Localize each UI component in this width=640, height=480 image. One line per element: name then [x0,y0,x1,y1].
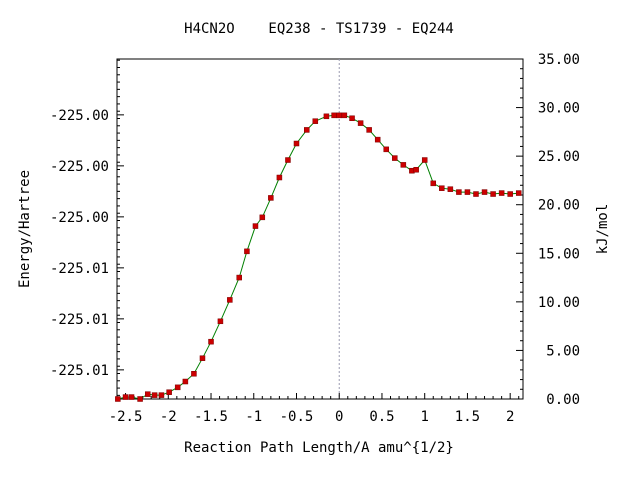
energy-profile-line [117,114,519,400]
data-point-marker [357,120,364,126]
data-point-marker [191,370,197,377]
right-axis-label: kJ/mol [595,204,611,255]
data-point-marker [217,318,224,325]
left-tick-label: -225.01 [50,312,109,328]
data-point-marker [268,195,274,201]
right-tick-label: 15.00 [538,246,580,262]
data-point-marker [122,394,129,400]
right-tick-label: 35.00 [538,52,580,68]
x-tick-label: -1.5 [194,409,228,425]
x-tick-label: 1.5 [455,409,480,425]
data-point-marker [208,338,214,345]
data-point-marker [430,180,437,187]
data-point-marker [464,189,471,195]
data-point-marker [323,113,330,120]
right-tick-label: 5.00 [546,343,580,359]
left-tick-label: -225.01 [50,261,109,277]
data-point-marker [490,191,496,197]
data-point-marker [421,157,428,163]
data-point-marker [336,112,342,119]
left-tick-label: -225.00 [50,159,109,175]
data-point-marker [481,189,488,195]
data-point-marker [413,166,419,173]
data-point-marker [227,297,233,303]
x-tick-label: 2 [506,409,514,425]
right-tick-label: 10.00 [538,295,580,311]
data-point-marker [515,190,522,196]
x-axis-label: Reaction Path Length/A amu^{1/2} [184,440,454,456]
data-point-marker [473,191,479,197]
x-tick-label: -0.5 [280,409,314,425]
left-tick-label: -225.00 [50,210,109,226]
left-tick-label: -225.01 [50,363,109,379]
data-point-marker [285,157,291,163]
data-point-marker [374,136,381,143]
right-tick-label: 25.00 [538,149,580,165]
chart-title: H4CN2O EQ238 - TS1739 - EQ244 [184,21,454,37]
data-point-marker [392,155,398,161]
data-point-marker [293,140,300,147]
plot-frame [116,58,524,400]
data-point-marker [158,392,165,398]
data-point-marker [447,186,454,192]
data-point-marker [252,223,259,229]
data-point-marker [128,394,135,400]
x-tick-label: -2 [160,409,177,425]
data-point-marker [349,115,355,122]
x-tick-label: -1 [245,409,262,425]
x-tick-label: 0.5 [369,409,394,425]
data-point-marker [312,118,319,124]
data-point-marker [115,396,121,402]
data-point-marker [174,384,181,391]
data-point-marker [498,190,505,196]
data-point-marker [456,189,462,195]
x-tick-label: 1 [420,409,428,425]
data-point-marker [304,127,310,133]
right-tick-label: 20.00 [538,198,580,214]
data-point-marker [383,146,389,153]
data-point-marker [151,392,158,398]
x-tick-label: 0 [335,409,343,425]
data-point-marker [244,248,250,255]
left-axis-label: Energy/Hartree [17,170,33,288]
data-point-marker [145,391,151,397]
data-point-marker [331,112,337,119]
data-point-marker [166,389,172,395]
data-point-marker [366,127,372,133]
data-point-marker [507,191,513,197]
data-point-marker [341,112,348,119]
x-tick-label: -2.5 [109,409,143,425]
data-point-marker [199,355,206,361]
data-point-marker [259,214,266,221]
data-point-marker [276,174,283,181]
data-point-marker [182,378,189,385]
data-point-marker [400,162,407,168]
data-point-marker [236,274,242,281]
data-point-marker [137,396,143,402]
data-point-marker [439,185,445,191]
left-tick-label: -225.00 [50,108,109,124]
right-tick-label: 30.00 [538,101,580,117]
right-tick-label: 0.00 [546,392,580,408]
